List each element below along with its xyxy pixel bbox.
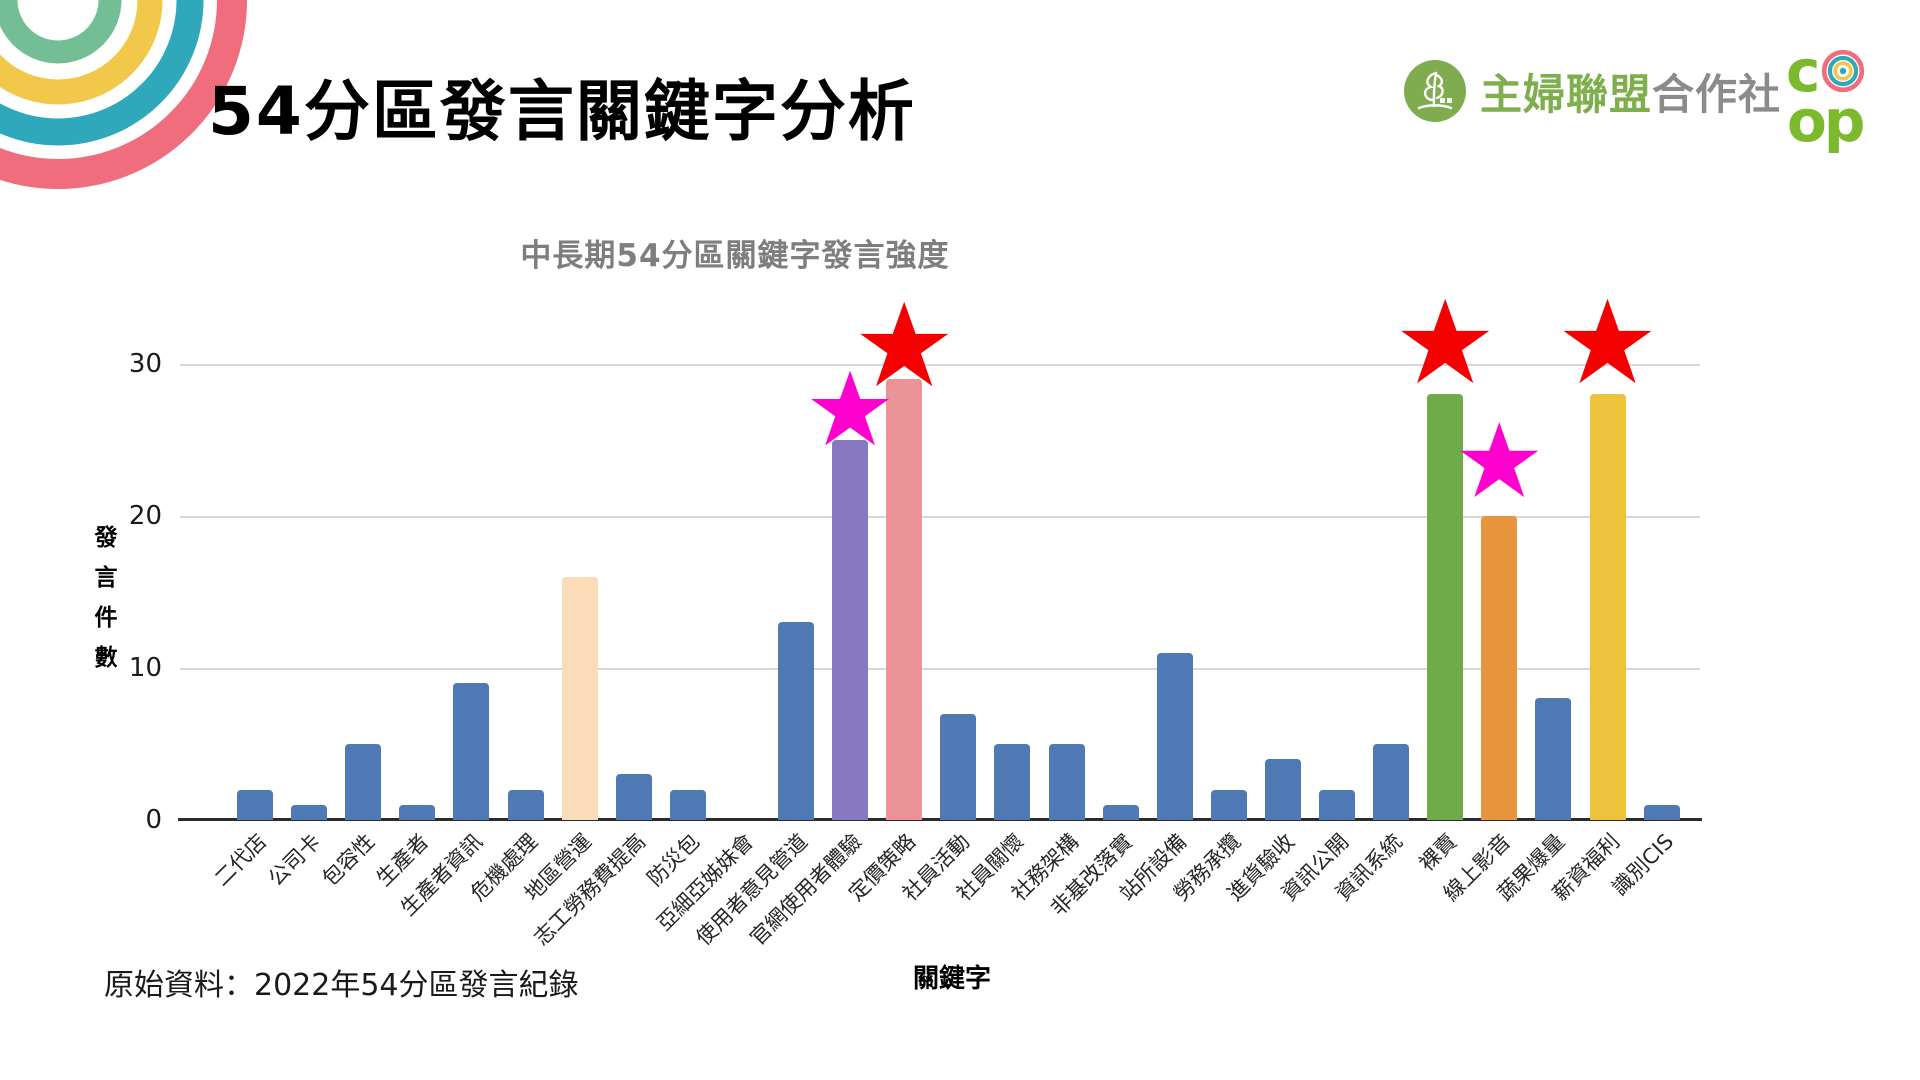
bar-危機處理 bbox=[507, 789, 544, 820]
bar-裸賣 bbox=[1427, 394, 1464, 820]
bar-生產者資訊 bbox=[453, 683, 490, 820]
page-title: 54分區發言關鍵字分析 bbox=[208, 73, 916, 150]
bar-防災包 bbox=[669, 789, 706, 820]
plot-area bbox=[178, 330, 1702, 821]
bar-蔬果爆量 bbox=[1535, 698, 1572, 820]
bar-社員活動 bbox=[940, 713, 977, 820]
y-tick-label-0: 0 bbox=[145, 805, 162, 835]
bar-勞務承攬 bbox=[1210, 789, 1247, 820]
bar-地區營運 bbox=[561, 576, 598, 820]
coop-rings-icon bbox=[1822, 49, 1865, 93]
y-axis-title: 發 言 件 數 bbox=[94, 525, 118, 671]
bar-包容性 bbox=[345, 744, 382, 820]
org-name-green: 主婦聯盟 bbox=[1480, 69, 1653, 119]
bar-進貨驗收 bbox=[1264, 759, 1301, 820]
y-tick-label-30: 30 bbox=[128, 349, 162, 379]
gridline-30 bbox=[180, 364, 1700, 366]
coop-letters-op: op bbox=[1787, 87, 1865, 155]
bar-官網使用者體驗 bbox=[832, 440, 869, 820]
coop-letter-c: c bbox=[1786, 37, 1821, 105]
org-name: 主婦聯盟合作社 bbox=[1480, 61, 1781, 122]
chart-title: 中長期54分區關鍵字發言強度 bbox=[520, 238, 950, 274]
bar-社員關懷 bbox=[994, 744, 1031, 820]
coop-logo: c op bbox=[1786, 42, 1906, 150]
bar-站所設備 bbox=[1156, 652, 1193, 820]
bar-資訊系統 bbox=[1373, 744, 1410, 820]
bar-薪資福利 bbox=[1589, 394, 1626, 820]
bar-使用者意見管道 bbox=[778, 622, 814, 820]
bar-公司卡 bbox=[291, 804, 328, 820]
bar-識別CIS bbox=[1643, 804, 1680, 820]
bar-資訊公開 bbox=[1319, 789, 1355, 820]
x-axis-line bbox=[178, 818, 1702, 821]
bar-二代店 bbox=[237, 789, 273, 820]
bar-志工勞務費提高 bbox=[615, 774, 652, 820]
x-axis-title: 關鍵字 bbox=[912, 964, 991, 994]
org-logo: 主婦聯盟合作社 bbox=[1404, 60, 1781, 122]
gridline-10 bbox=[180, 668, 1700, 670]
gridline-20 bbox=[180, 516, 1700, 518]
y-tick-label-10: 10 bbox=[128, 653, 162, 683]
bar-生產者 bbox=[399, 804, 436, 820]
rainbow-arcs-icon bbox=[0, 0, 247, 189]
bar-社務架構 bbox=[1048, 744, 1085, 820]
bar-線上影音 bbox=[1481, 516, 1518, 820]
y-tick-label-20: 20 bbox=[128, 501, 162, 531]
bar-非基改落實 bbox=[1102, 804, 1139, 820]
bar-定價策略 bbox=[886, 379, 923, 820]
tree-logo-icon bbox=[1404, 60, 1466, 122]
org-name-gray: 合作社 bbox=[1652, 69, 1782, 119]
source-note: 原始資料：2022年54分區發言紀錄 bbox=[104, 968, 579, 1003]
